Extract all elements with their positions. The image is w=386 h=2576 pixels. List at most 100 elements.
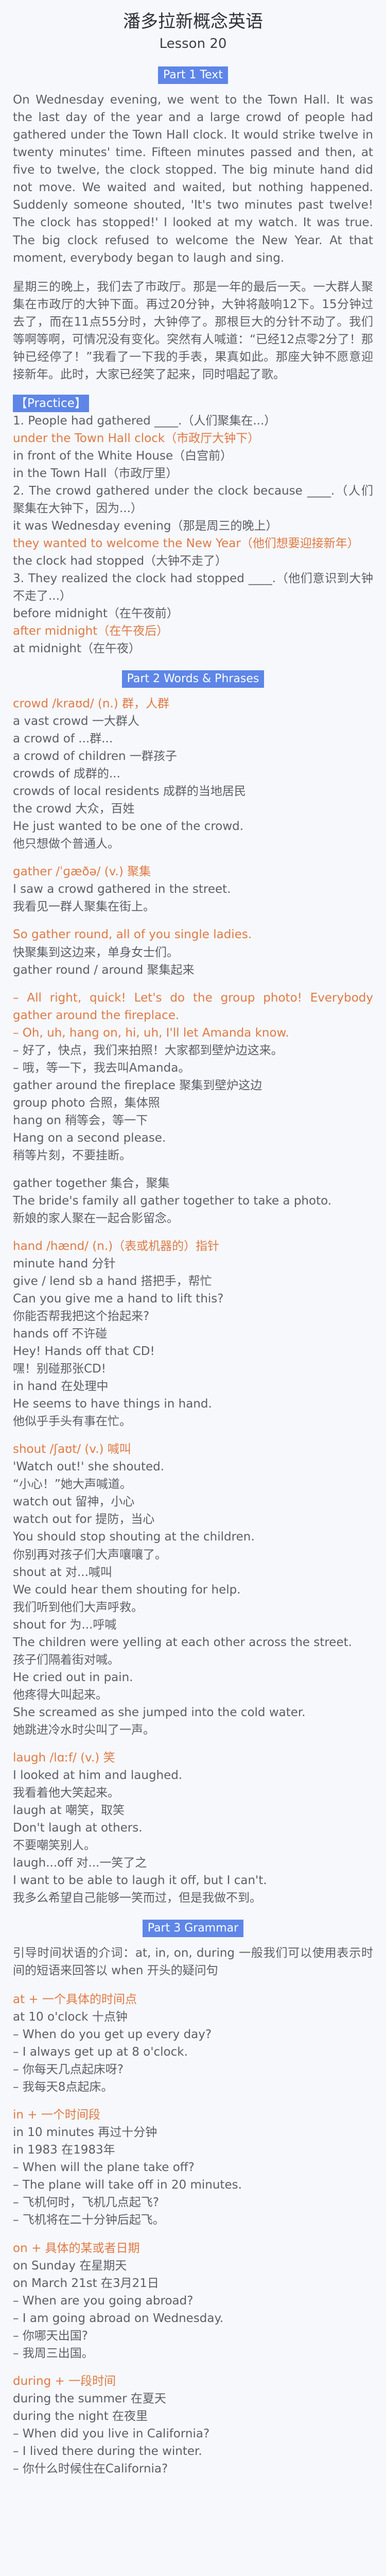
grammar-line: at 10 o'clock 十点钟: [13, 2010, 128, 2024]
grammar-line: – When will the plane take off?: [13, 2161, 195, 2175]
grammar-line: – 我每天8点起床。: [13, 2080, 113, 2094]
practice-line: before midnight（在午夜前）: [13, 607, 179, 621]
part3-heading: Part 3 Grammar: [142, 1920, 244, 1938]
vocab-line: watch out 留神，小心: [13, 1495, 135, 1509]
vocab-line: 新娘的家人聚在一起合影留念。: [13, 1211, 179, 1225]
vocab-line: 他疼得大叫起来。: [13, 1688, 108, 1702]
grammar-line: – 你每天几点起床呀?: [13, 2063, 124, 2077]
vocab-line: a crowd of ...群...: [13, 732, 113, 746]
vocab-line: 快聚集到这边来，单身女士们。: [13, 945, 179, 959]
vocab-line: 我们听到他们大声呼救。: [13, 1600, 143, 1614]
vocab-line: gather together 集合，聚集: [13, 1176, 170, 1190]
vocab-line: gather around the fireplace 聚集到壁炉这边: [13, 1078, 262, 1092]
vocab-line: 我多么希望自己能够一笑而过，但是我做不到。: [13, 1891, 261, 1905]
vocab-line: 'Watch out!' she shouted.: [13, 1460, 165, 1474]
grammar-line: – 飞机将在二十分钟后起飞。: [13, 2213, 165, 2227]
lesson-page: 潘多拉新概念英语 Lesson 20 Part 1 Text On Wednes…: [13, 0, 373, 2486]
practice-line-highlight: they wanted to welcome the New Year（他们想要…: [13, 537, 359, 550]
vocab-line: a crowd of children 一群孩子: [13, 750, 177, 764]
vocab-line-group: laugh /lɑːf/ (v.) 笑 I looked at him and l…: [13, 1749, 373, 1907]
vocab-line: 你能否帮我把这个抬起来?: [13, 1310, 150, 1324]
vocab-line: the crowd 大众，百姓: [13, 802, 135, 816]
practice-line: 3. They realized the clock had stopped _…: [13, 572, 373, 603]
spacer: [13, 2362, 373, 2372]
vocab-line: laugh...off 对...一笑了之: [13, 1856, 147, 1870]
part1-heading: Part 1 Text: [158, 66, 228, 84]
vocab-line: He cried out in pain.: [13, 1670, 133, 1684]
spacer: [13, 2229, 373, 2240]
vocab-line-highlight: – Oh, uh, hang on, hi, uh, I'll let Aman…: [13, 1026, 289, 1040]
vocab-line-group: gather /ˈɡæðə/ (v.) 聚集 I saw a crowd gath…: [13, 863, 373, 916]
practice-line-highlight: after midnight（在午夜后）: [13, 624, 169, 638]
vocab-line: crowds of 成群的...: [13, 767, 120, 781]
grammar-line: – 你哪天出国?: [13, 2329, 89, 2343]
spacer: [13, 1164, 373, 1175]
practice-label: 【Practice】: [13, 394, 373, 412]
grammar-line-group: at + 一个具体的时间点 at 10 o'clock 十点钟 – When do …: [13, 1991, 373, 2096]
vocab-line: hands off 不许碰: [13, 1327, 108, 1341]
grammar-line: – 我周三出国。: [13, 2346, 94, 2360]
vocab-line: group photo 合照，集体照: [13, 1096, 160, 1110]
vocab-line: gather round / around 聚集起来: [13, 963, 195, 977]
practice-line: 2. The crowd gathered under the clock be…: [13, 484, 373, 515]
passage-chinese: 星期三的晚上，我们去了市政厅。那是一年的最后一天。一大群人聚集在市政厅的大钟下面…: [13, 280, 373, 381]
grammar-line-highlight: at + 一个具体的时间点: [13, 1993, 137, 2007]
passage-english: On Wednesday evening, we went to the Tow…: [13, 93, 373, 265]
vocab-line: I want to be able to laugh it off, but I…: [13, 1874, 267, 1888]
practice-line: at midnight（在午夜）: [13, 642, 141, 656]
vocab-line: The bride's family all gather together t…: [13, 1194, 332, 1208]
vocab-line: 他似乎手头有事在忙。: [13, 1415, 131, 1429]
vocab-line: 稍等片刻，不要挂断。: [13, 1148, 131, 1162]
grammar-line-group: during + 一段时间 during the summer 在夏天 during…: [13, 2372, 373, 2478]
vocab-line: 他只想做个普通人。: [13, 837, 119, 851]
spacer: [13, 2096, 373, 2106]
spacer: [13, 853, 373, 863]
vocab-line: He just wanted to be one of the crowd.: [13, 820, 244, 834]
grammar-line-highlight: on + 具体的某或者日期: [13, 2241, 140, 2255]
grammar-line: during the summer 在夏天: [13, 2392, 166, 2405]
practice-line: in front of the White House（白宫前）: [13, 449, 233, 463]
vocab-line: She screamed as she jumped into the cold…: [13, 1705, 306, 1719]
vocab-line: Hang on a second please.: [13, 1131, 166, 1145]
vocab-line: in hand 在处理中: [13, 1380, 109, 1394]
practice-line: in the Town Hall（市政厅里）: [13, 466, 178, 480]
grammar-line-highlight: in + 一个时间段: [13, 2108, 100, 2122]
grammar-line: in 1983 在1983年: [13, 2143, 115, 2157]
vocab-line: watch out for 提防，当心: [13, 1513, 155, 1527]
grammar-line: – When do you get up every day?: [13, 2028, 212, 2042]
vocab-line-group: shout /ʃaʊt/ (v.) 喊叫 'Watch out!' she sho…: [13, 1440, 373, 1739]
grammar-line-group: in + 一个时间段 in 10 minutes 再过十分钟 in 1983 在19…: [13, 2106, 373, 2229]
vocab-line: I saw a crowd gathered in the street.: [13, 883, 231, 896]
practice-line: 1. People had gathered ____.（人们聚集在...）: [13, 414, 276, 428]
practice-line-highlight: under the Town Hall clock（市政厅大钟下）: [13, 431, 260, 445]
vocab-line-group: – All right, quick! Let's do the group p…: [13, 989, 373, 1164]
vocab-line: Don't laugh at others.: [13, 1821, 143, 1835]
vocab-line: 我看着他大笑起来。: [13, 1786, 119, 1800]
vocab-line: 她跳进冷水时尖叫了一声。: [13, 1723, 155, 1737]
spacer: [13, 916, 373, 926]
practice-line: it was Wednesday evening（那是周三的晚上）: [13, 519, 278, 533]
vocab-line: “小心！”她大声喊道。: [13, 1478, 132, 1492]
practice-line: the clock had stopped（大钟不走了）: [13, 554, 227, 568]
spacer: [13, 1430, 373, 1440]
grammar-line: – When did you live in California?: [13, 2427, 210, 2441]
vocab-line: 孩子们隔着街对喊。: [13, 1653, 119, 1667]
grammar-line: during the night 在夜里: [13, 2409, 148, 2423]
grammar-line: on Sunday 在星期天: [13, 2259, 127, 2273]
grammar-line: – I lived there during the winter.: [13, 2444, 202, 2458]
part1-header: Part 1 Text: [13, 66, 373, 84]
vocab-line: The children were yelling at each other …: [13, 1635, 352, 1649]
grammar-list: at + 一个具体的时间点 at 10 o'clock 十点钟 – When do …: [13, 1991, 373, 2478]
spacer: [13, 979, 373, 989]
grammar-line: – 你什么时候住在California?: [13, 2462, 168, 2476]
grammar-line: – I am going abroad on Wednesday.: [13, 2311, 224, 2325]
vocab-line-group: crowd /kraʊd/ (n.) 群，人群 a vast crowd 一大群人…: [13, 695, 373, 853]
vocab-line: a vast crowd 一大群人: [13, 715, 139, 728]
spacer: [13, 1227, 373, 1238]
vocab-line: 嘿！别碰那张CD!: [13, 1362, 106, 1376]
vocab-line: You should stop shouting at the children…: [13, 1530, 255, 1544]
vocab-line-group: gather together 集合，聚集 The bride's family …: [13, 1175, 373, 1227]
vocab-line: laugh at 嘲笑，取笑: [13, 1803, 125, 1817]
part2-header: Part 2 Words & Phrases: [13, 670, 373, 688]
vocab-line: I looked at him and laughed.: [13, 1768, 183, 1782]
